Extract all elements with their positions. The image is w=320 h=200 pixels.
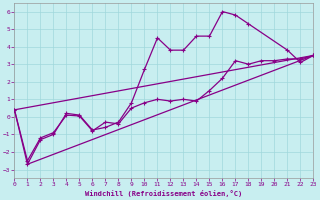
X-axis label: Windchill (Refroidissement éolien,°C): Windchill (Refroidissement éolien,°C) — [85, 190, 243, 197]
